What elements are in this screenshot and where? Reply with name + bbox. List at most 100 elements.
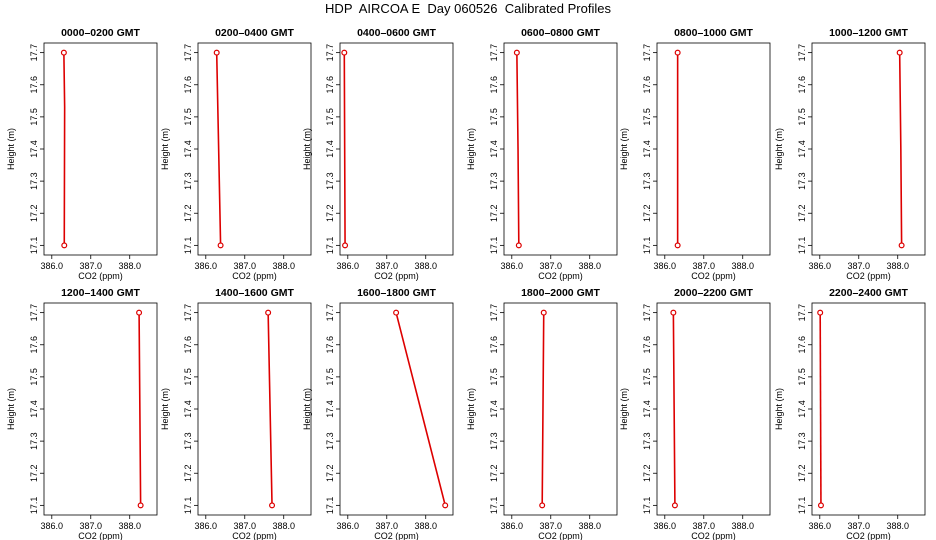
y-tick-label: 17.3 bbox=[29, 172, 39, 190]
y-tick-label: 17.1 bbox=[325, 497, 335, 515]
y-tick-label: 17.5 bbox=[489, 368, 499, 386]
x-tick-label: 388.0 bbox=[578, 261, 601, 271]
x-tick-label: 388.0 bbox=[272, 261, 295, 271]
y-tick-label: 17.4 bbox=[183, 400, 193, 418]
data-point bbox=[393, 309, 400, 316]
y-tick-label: 17.4 bbox=[797, 140, 807, 158]
x-tick-label: 387.0 bbox=[692, 261, 715, 271]
y-tick-label: 17.4 bbox=[29, 140, 39, 158]
y-tick-label: 17.5 bbox=[325, 368, 335, 386]
data-point bbox=[269, 502, 276, 509]
y-tick-label: 17.4 bbox=[642, 400, 652, 418]
y-tick-label: 17.3 bbox=[29, 432, 39, 450]
x-axis-label: CO2 (ppm) bbox=[374, 531, 419, 540]
y-tick-label: 17.1 bbox=[325, 237, 335, 255]
y-axis-label: Height (m) bbox=[619, 388, 629, 430]
y-tick-label: 17.3 bbox=[489, 432, 499, 450]
data-point bbox=[671, 502, 678, 509]
y-tick-label: 17.1 bbox=[642, 237, 652, 255]
y-tick-label: 17.3 bbox=[797, 432, 807, 450]
profile-line bbox=[516, 52, 520, 246]
data-point bbox=[540, 309, 547, 316]
y-axis-label: Height (m) bbox=[619, 128, 629, 170]
panel-title: 0800–1000 GMT bbox=[674, 27, 753, 39]
x-tick-label: 386.0 bbox=[41, 521, 64, 531]
y-axis-label: Height (m) bbox=[466, 128, 476, 170]
x-axis-label: CO2 (ppm) bbox=[374, 271, 419, 281]
data-point bbox=[136, 309, 143, 316]
panel-title: 1400–1600 GMT bbox=[215, 287, 294, 299]
plot-frame bbox=[656, 42, 771, 256]
y-tick-label: 17.2 bbox=[325, 204, 335, 222]
x-tick-label: 388.0 bbox=[272, 521, 295, 531]
y-tick-label: 17.1 bbox=[29, 237, 39, 255]
y-tick-label: 17.5 bbox=[29, 108, 39, 126]
y-tick-label: 17.2 bbox=[489, 204, 499, 222]
y-tick-label: 17.2 bbox=[797, 464, 807, 482]
y-tick-label: 17.2 bbox=[29, 204, 39, 222]
profile-line bbox=[138, 312, 142, 506]
panel-title: 2200–2400 GMT bbox=[829, 287, 908, 299]
data-point bbox=[539, 502, 546, 509]
data-point bbox=[342, 242, 349, 249]
y-tick-label: 17.1 bbox=[797, 497, 807, 515]
y-tick-label: 17.6 bbox=[642, 76, 652, 94]
y-tick-label: 17.5 bbox=[642, 108, 652, 126]
profile-line bbox=[215, 52, 222, 246]
y-axis-label: Height (m) bbox=[466, 388, 476, 430]
y-tick-label: 17.6 bbox=[642, 336, 652, 354]
y-tick-label: 17.5 bbox=[183, 368, 193, 386]
y-tick-label: 17.6 bbox=[489, 336, 499, 354]
x-tick-label: 386.0 bbox=[337, 261, 360, 271]
x-tick-label: 387.0 bbox=[375, 521, 398, 531]
y-tick-label: 17.1 bbox=[183, 497, 193, 515]
y-tick-label: 17.3 bbox=[183, 172, 193, 190]
y-tick-label: 17.4 bbox=[642, 140, 652, 158]
x-tick-label: 387.0 bbox=[233, 521, 256, 531]
x-axis-label: CO2 (ppm) bbox=[232, 531, 277, 540]
y-tick-label: 17.1 bbox=[489, 237, 499, 255]
x-tick-label: 386.0 bbox=[654, 521, 677, 531]
x-tick-label: 386.0 bbox=[195, 521, 218, 531]
y-tick-label: 17.4 bbox=[489, 400, 499, 418]
x-tick-label: 386.0 bbox=[501, 261, 524, 271]
plot-frame bbox=[339, 302, 454, 516]
y-tick-label: 17.3 bbox=[797, 172, 807, 190]
y-tick-label: 17.7 bbox=[642, 44, 652, 62]
profile-line bbox=[541, 312, 545, 506]
x-tick-label: 387.0 bbox=[79, 261, 102, 271]
x-tick-label: 388.0 bbox=[118, 261, 141, 271]
x-tick-label: 386.0 bbox=[501, 521, 524, 531]
plot-frame bbox=[811, 302, 926, 516]
panel-title: 2000–2200 GMT bbox=[674, 287, 753, 299]
x-tick-label: 388.0 bbox=[886, 261, 909, 271]
y-tick-label: 17.6 bbox=[797, 76, 807, 94]
y-axis-label: Height (m) bbox=[302, 388, 312, 430]
y-tick-label: 17.6 bbox=[29, 336, 39, 354]
x-tick-label: 388.0 bbox=[731, 521, 754, 531]
y-tick-label: 17.2 bbox=[642, 464, 652, 482]
data-point bbox=[442, 502, 449, 509]
y-tick-label: 17.2 bbox=[183, 464, 193, 482]
x-tick-label: 388.0 bbox=[578, 521, 601, 531]
y-tick-label: 17.5 bbox=[29, 368, 39, 386]
profile-line bbox=[343, 52, 346, 246]
y-axis-label: Height (m) bbox=[6, 128, 16, 170]
y-tick-label: 17.7 bbox=[29, 304, 39, 322]
y-tick-label: 17.6 bbox=[183, 336, 193, 354]
x-axis-label: CO2 (ppm) bbox=[691, 271, 736, 281]
plot-frame bbox=[339, 42, 454, 256]
panel-title: 0000–0200 GMT bbox=[61, 27, 140, 39]
panel-title: 0400–0600 GMT bbox=[357, 27, 436, 39]
y-tick-label: 17.3 bbox=[325, 432, 335, 450]
y-tick-label: 17.4 bbox=[29, 400, 39, 418]
data-point bbox=[898, 242, 905, 249]
profile-line bbox=[63, 52, 66, 246]
x-tick-label: 386.0 bbox=[809, 261, 832, 271]
x-tick-label: 388.0 bbox=[414, 521, 437, 531]
panel-title: 1200–1400 GMT bbox=[61, 287, 140, 299]
data-point bbox=[817, 309, 824, 316]
